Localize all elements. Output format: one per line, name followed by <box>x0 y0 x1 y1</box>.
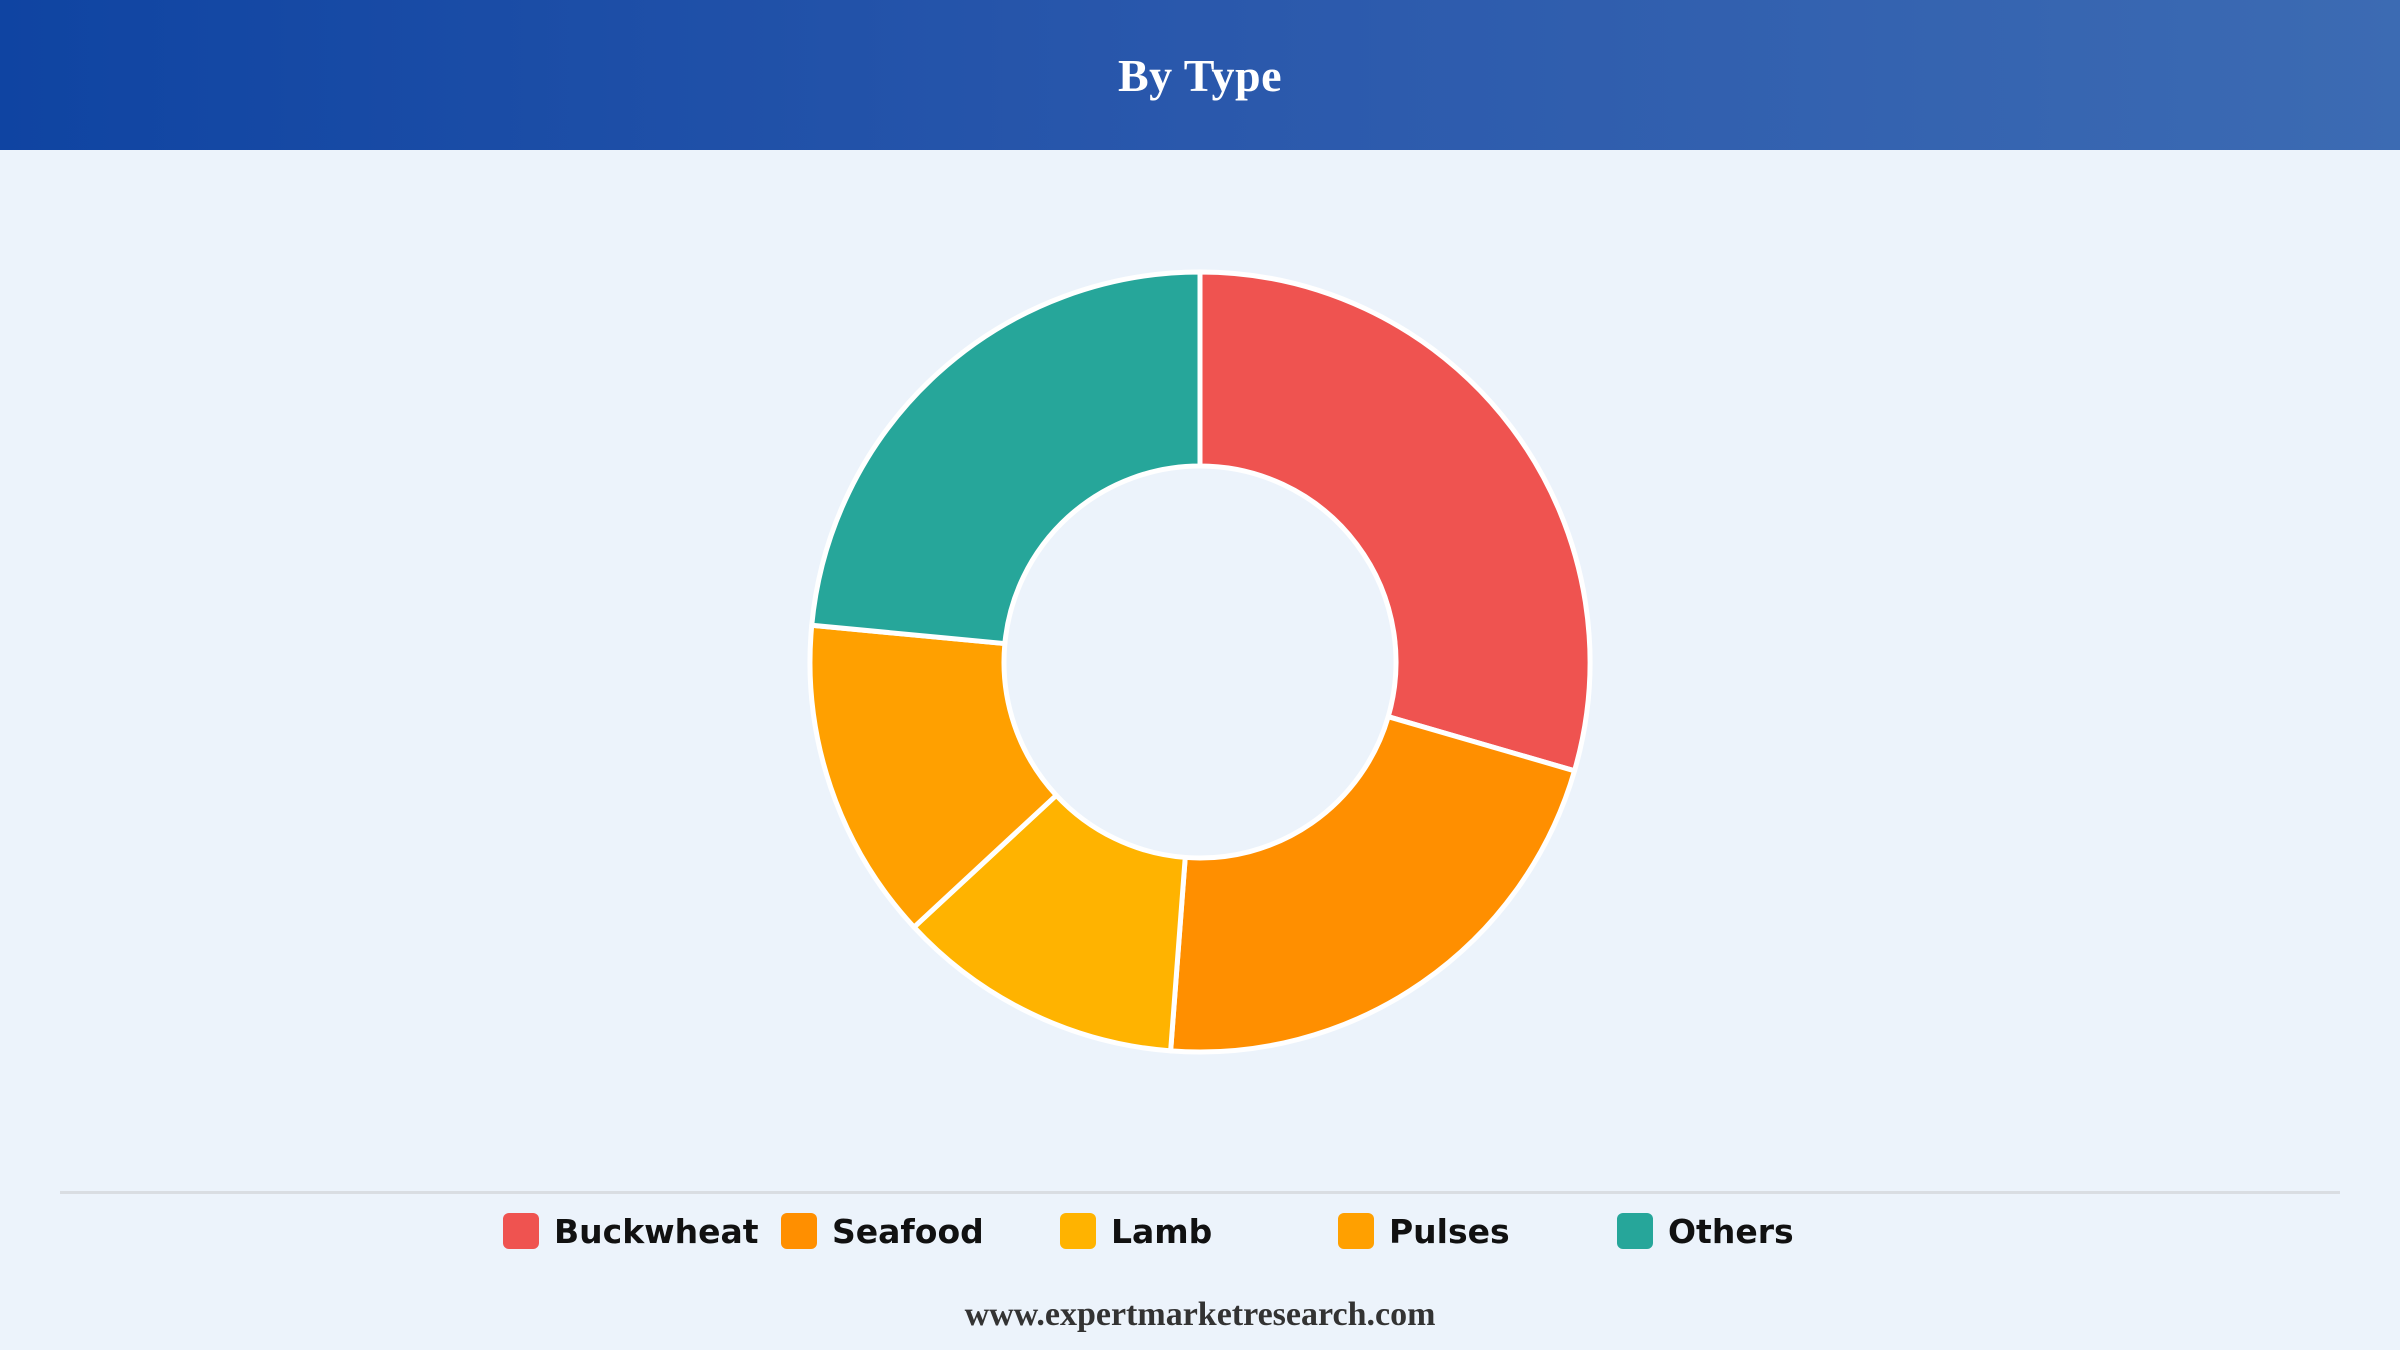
slice-buckwheat[interactable] <box>1197 269 1593 774</box>
slice-others[interactable] <box>809 269 1203 647</box>
legend-label: Others <box>1668 1211 1794 1251</box>
slice-lamb[interactable] <box>911 792 1188 1054</box>
legend-item-buckwheat[interactable]: Buckwheat <box>503 1205 759 1257</box>
slice-pulses[interactable] <box>807 622 1059 930</box>
donut-chart <box>807 269 1593 1055</box>
legend-swatch <box>781 1213 817 1249</box>
legend-item-lamb[interactable]: Lamb <box>1060 1205 1212 1257</box>
legend-item-seafood[interactable]: Seafood <box>781 1205 984 1257</box>
chart-legend: Buckwheat Seafood Lamb Pulses Others <box>0 1205 2400 1257</box>
chart-title: By Type <box>1117 49 1283 101</box>
slice-seafood[interactable] <box>1168 714 1578 1055</box>
chart-header: By Type <box>0 0 2400 150</box>
legend-swatch <box>503 1213 539 1249</box>
legend-label: Seafood <box>832 1211 984 1251</box>
legend-label: Lamb <box>1111 1211 1213 1251</box>
legend-swatch <box>1617 1213 1653 1249</box>
legend-divider <box>60 1191 2340 1194</box>
legend-swatch <box>1338 1213 1374 1249</box>
legend-label: Pulses <box>1389 1211 1510 1251</box>
legend-item-pulses[interactable]: Pulses <box>1338 1205 1510 1257</box>
source-watermark: www.expertmarketresearch.com <box>964 1296 1436 1333</box>
legend-item-others[interactable]: Others <box>1617 1205 1794 1257</box>
legend-label: Buckwheat <box>554 1211 759 1251</box>
legend-swatch <box>1060 1213 1096 1249</box>
